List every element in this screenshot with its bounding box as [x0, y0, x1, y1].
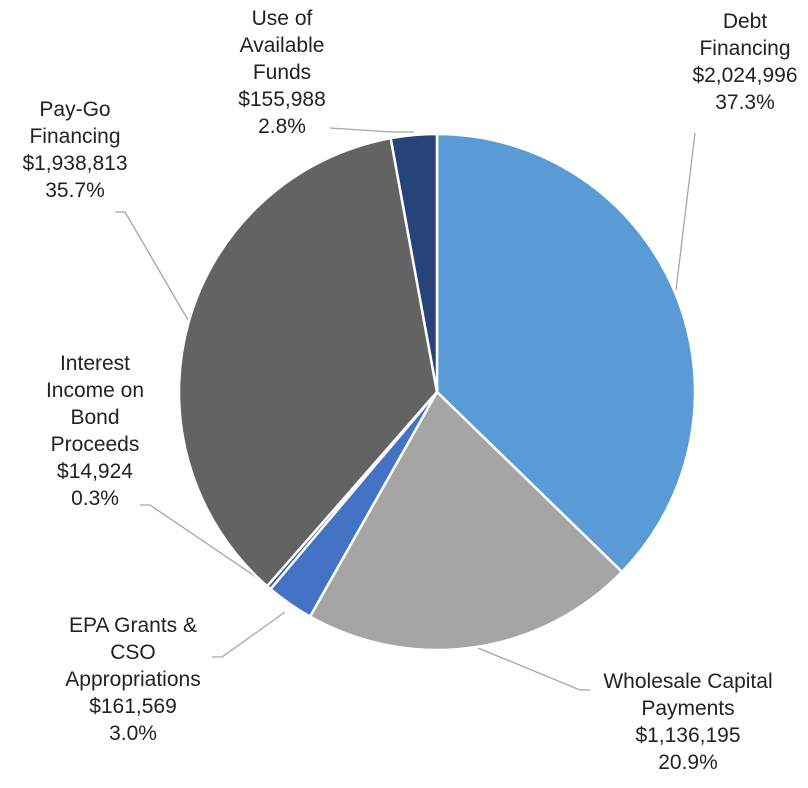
percent-label: 0.3%: [71, 487, 119, 510]
category-label: EPA Grants & CSO Appropriations: [65, 614, 201, 691]
value-label: $161,569: [89, 695, 177, 718]
pie-slice: [177, 136, 439, 588]
percent-label: 20.9%: [658, 751, 718, 774]
leader-line: [675, 132, 696, 291]
percent-label: 35.7%: [45, 179, 105, 202]
category-label: Wholesale Capital Payments: [603, 670, 773, 720]
value-label: $1,136,195: [635, 724, 741, 747]
value-label: $1,938,813: [22, 152, 128, 175]
slice-label: Use of Available Funds $155,988 2.8%: [222, 5, 342, 140]
leader-line: [140, 504, 269, 586]
leader-line: [477, 647, 590, 691]
slice-label: Interest Income on Bond Proceeds $14,924 0…: [37, 350, 153, 512]
category-label: Interest Income on Bond Proceeds: [45, 352, 145, 456]
leader-line: [212, 611, 286, 658]
pie-slice: [435, 132, 697, 574]
percent-label: 37.3%: [715, 91, 775, 114]
value-label: $14,924: [57, 460, 133, 483]
percent-label: 3.0%: [109, 722, 157, 745]
leader-line: [115, 211, 189, 321]
slice-label: Debt Financing $2,024,996 37.3%: [685, 8, 805, 116]
leader-lines: [115, 127, 696, 691]
pie-slice: [308, 390, 624, 652]
slices: [177, 132, 697, 652]
leader-line: [329, 127, 414, 133]
value-label: $2,024,996: [692, 64, 798, 87]
slice-label: Wholesale Capital Payments $1,136,195 20.9…: [588, 668, 788, 776]
percent-label: 2.8%: [258, 115, 306, 138]
pie-slice: [389, 132, 439, 394]
value-label: $155,988: [238, 88, 326, 111]
category-label: Pay-Go Financing: [29, 98, 121, 148]
category-label: Debt Financing: [699, 10, 791, 60]
slice-label: EPA Grants & CSO Appropriations $161,569 3…: [53, 612, 213, 747]
slice-label: Pay-Go Financing $1,938,813 35.7%: [0, 96, 150, 204]
category-label: Use of Available Funds: [239, 7, 325, 84]
